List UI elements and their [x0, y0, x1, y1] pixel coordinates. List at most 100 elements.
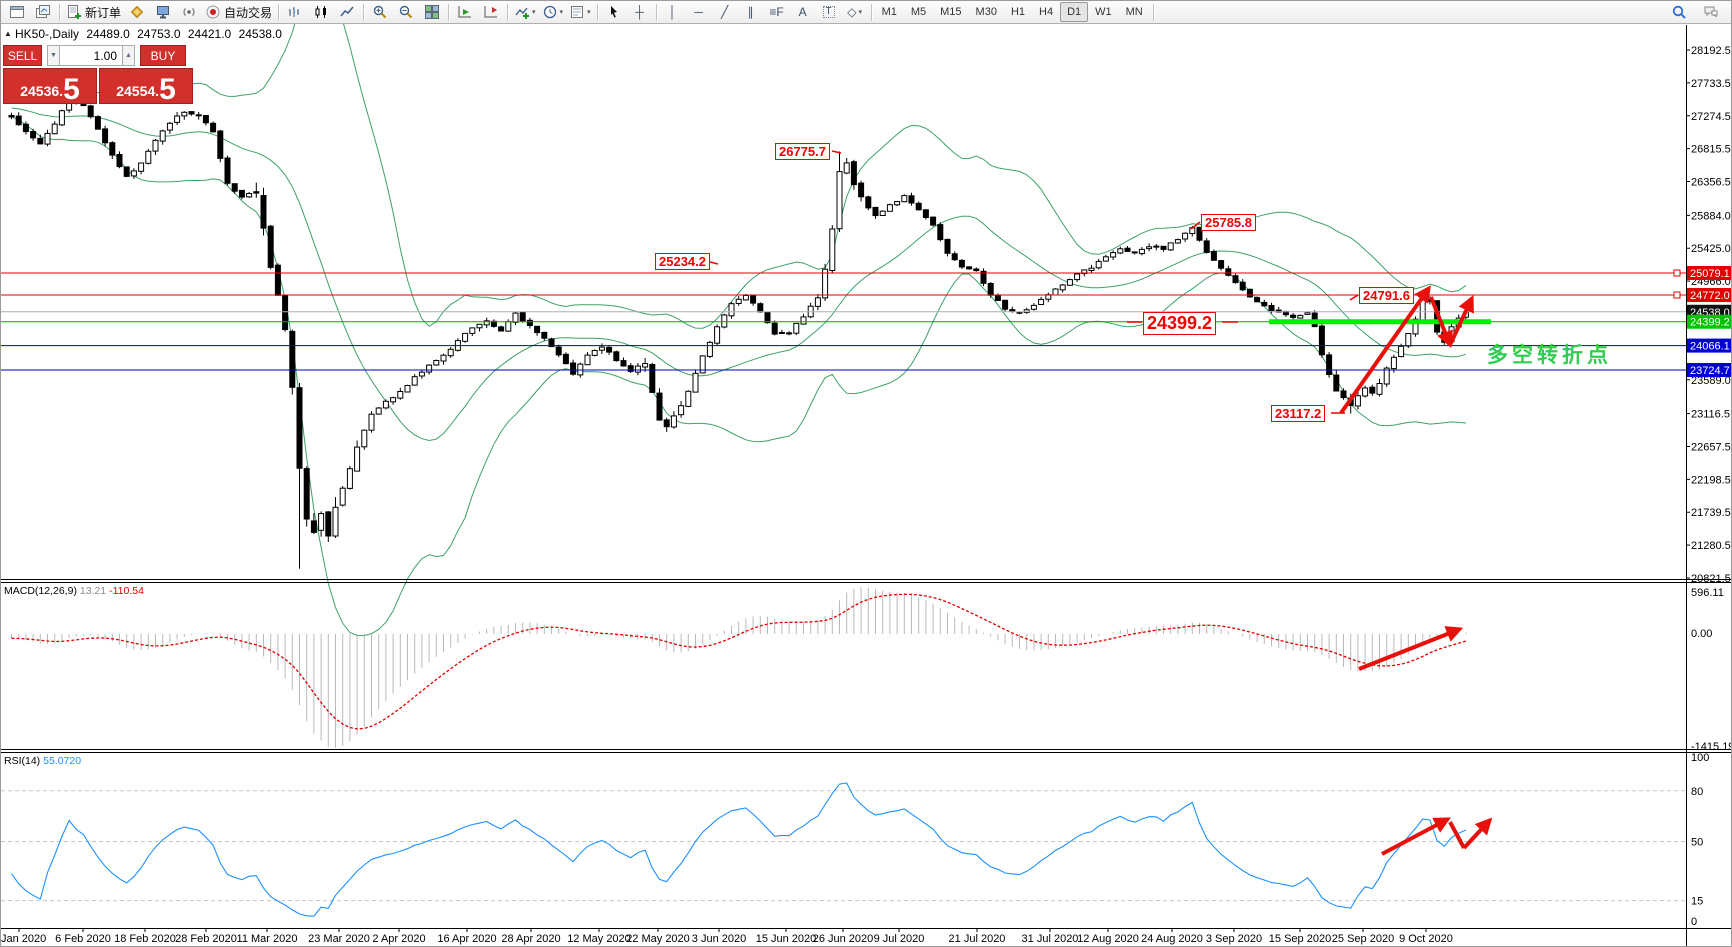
svg-text:22 May 2020: 22 May 2020 [626, 933, 690, 945]
svg-text:0.00: 0.00 [1691, 628, 1712, 640]
volume-input[interactable]: 1.00 [60, 45, 122, 66]
sell-button[interactable]: SELL [3, 45, 42, 66]
ohlc-close: 24538.0 [238, 27, 282, 41]
svg-text:28192.5: 28192.5 [1691, 45, 1731, 57]
price-tag [1687, 314, 1731, 329]
toolbar-separator [278, 3, 280, 21]
trend-arrow[interactable] [1448, 294, 1474, 346]
price-callout-label[interactable]: 25234.2 [655, 253, 710, 270]
timeframe-w1[interactable]: W1 [1095, 6, 1112, 18]
price-callout-label[interactable]: 26775.7 [775, 143, 830, 160]
chat-icon[interactable] [1698, 1, 1724, 23]
periods-icon[interactable]: ▾ [539, 1, 567, 23]
svg-text:15 Jun 2020: 15 Jun 2020 [756, 933, 817, 945]
svg-text:596.11: 596.11 [1691, 587, 1724, 599]
svg-text:21739.5: 21739.5 [1691, 507, 1731, 519]
vertical-line-icon[interactable]: │ [668, 5, 677, 19]
fibonacci-icon[interactable]: ≡F [769, 5, 784, 19]
indicators-icon[interactable]: ▾ [511, 1, 539, 23]
bull-bear-turning-point-note[interactable]: 多空转折点 [1487, 344, 1612, 367]
collapse-panel-icon[interactable]: ▲ [4, 29, 12, 38]
svg-text:12 May 2020: 12 May 2020 [567, 933, 631, 945]
toolbar-separator [363, 3, 365, 21]
timeframe-mn[interactable]: MN [1125, 6, 1143, 18]
timeframe-m15[interactable]: M15 [940, 6, 962, 18]
trend-arrow[interactable] [1381, 817, 1451, 856]
trend-arrow-objects[interactable] [1339, 285, 1493, 856]
price-callout-label[interactable]: 23117.2 [1271, 405, 1326, 422]
svg-text:22198.5: 22198.5 [1691, 474, 1731, 486]
horizontal-line-icon[interactable]: ─ [694, 5, 703, 19]
line-chart-icon[interactable] [334, 1, 360, 23]
svg-text:26815.5: 26815.5 [1691, 144, 1731, 156]
price-tag [1687, 338, 1731, 353]
line-handle[interactable] [1673, 291, 1681, 299]
svg-text:27733.5: 27733.5 [1691, 78, 1731, 90]
price-tag [1687, 288, 1731, 303]
label-icon[interactable]: T [816, 1, 842, 23]
buy-button[interactable]: BUY [140, 45, 186, 66]
tile-windows-icon[interactable] [419, 1, 445, 23]
timeframe-m1[interactable]: M1 [881, 6, 897, 18]
svg-text:24066.1: 24066.1 [1690, 341, 1730, 353]
search-icon[interactable] [1666, 1, 1692, 23]
candlestick-chart-icon[interactable] [308, 1, 334, 23]
buy-price-button[interactable]: 24554. 5 [99, 68, 193, 104]
svg-text:50: 50 [1691, 837, 1703, 849]
timeframe-m5[interactable]: M5 [910, 6, 927, 18]
channel-icon[interactable]: ∥ [747, 5, 754, 19]
svg-text:16 Apr 2020: 16 Apr 2020 [437, 933, 496, 945]
svg-text:22657.5: 22657.5 [1691, 441, 1731, 453]
signals-icon[interactable] [176, 1, 202, 23]
trend-arrow[interactable] [1358, 626, 1464, 671]
toolbar-separator [507, 3, 509, 21]
metaeditor-icon[interactable] [150, 1, 176, 23]
line-handle[interactable] [1673, 269, 1681, 277]
auto-scroll-icon[interactable] [452, 1, 478, 23]
price-axis: 28192.5 27733.5 27274.5 26815.5 26356.5 25884… [1686, 45, 1731, 928]
svg-text:0: 0 [1691, 916, 1697, 928]
svg-text:9 Oct 2020: 9 Oct 2020 [1399, 933, 1453, 945]
price-callout-label[interactable]: 24399.2 [1143, 312, 1217, 335]
timeframe-h1[interactable]: H1 [1010, 6, 1026, 18]
zoom-in-icon[interactable] [367, 1, 393, 23]
svg-text:18 Feb 2020: 18 Feb 2020 [114, 933, 176, 945]
toolbar-separator [596, 3, 598, 21]
timeframe-m30[interactable]: M30 [975, 6, 997, 18]
macd-indicator-label: MACD(12,26,9) 13.21 -110.54 [4, 585, 144, 597]
chart-shift-icon[interactable] [478, 1, 504, 23]
toolbar-separator [870, 3, 872, 21]
svg-text:28 Apr 2020: 28 Apr 2020 [501, 933, 560, 945]
profiles-icon[interactable] [30, 1, 56, 23]
crosshair-icon[interactable]: ┼ [635, 5, 644, 19]
new-chart-icon[interactable] [4, 1, 30, 23]
volume-increase-button[interactable]: ▲ [122, 45, 135, 66]
trend-arrow[interactable] [1448, 821, 1466, 849]
marketwatch-icon[interactable] [124, 1, 150, 23]
price-callout-label[interactable]: 25785.8 [1201, 214, 1256, 231]
cursor-icon[interactable] [601, 1, 627, 23]
text-icon[interactable]: A [798, 5, 807, 19]
trend-arrow[interactable] [1429, 296, 1453, 349]
svg-text:23116.5: 23116.5 [1691, 409, 1730, 421]
timeframe-d1[interactable]: D1 [1060, 2, 1089, 22]
new-order-button[interactable]: 新订单 [63, 1, 124, 23]
shapes-icon[interactable]: ◇ ▾ [847, 5, 862, 19]
volume-decrease-button[interactable]: ▼ [47, 45, 60, 66]
rsi-indicator-label: RSI(14) 55.0720 [4, 755, 82, 767]
autotrading-button[interactable]: 自动交易 [202, 1, 275, 23]
svg-text:28 Feb 2020: 28 Feb 2020 [175, 933, 237, 945]
trend-arrow[interactable] [1339, 285, 1431, 415]
templates-icon[interactable]: ▾ [566, 1, 594, 23]
timeframe-h4[interactable]: H4 [1039, 6, 1054, 18]
macd-histogram [11, 587, 1467, 748]
sell-price-button[interactable]: 24536. 5 [3, 68, 97, 104]
bar-chart-icon[interactable] [282, 1, 308, 23]
trendline-icon[interactable]: ╱ [720, 5, 729, 19]
zoom-out-icon[interactable] [393, 1, 419, 23]
trend-arrow[interactable] [1462, 817, 1493, 850]
price-callout-label[interactable]: 24791.6 [1359, 287, 1414, 304]
rsi-panel-graphics [1, 782, 1686, 917]
svg-text:20821.5: 20821.5 [1691, 573, 1731, 585]
